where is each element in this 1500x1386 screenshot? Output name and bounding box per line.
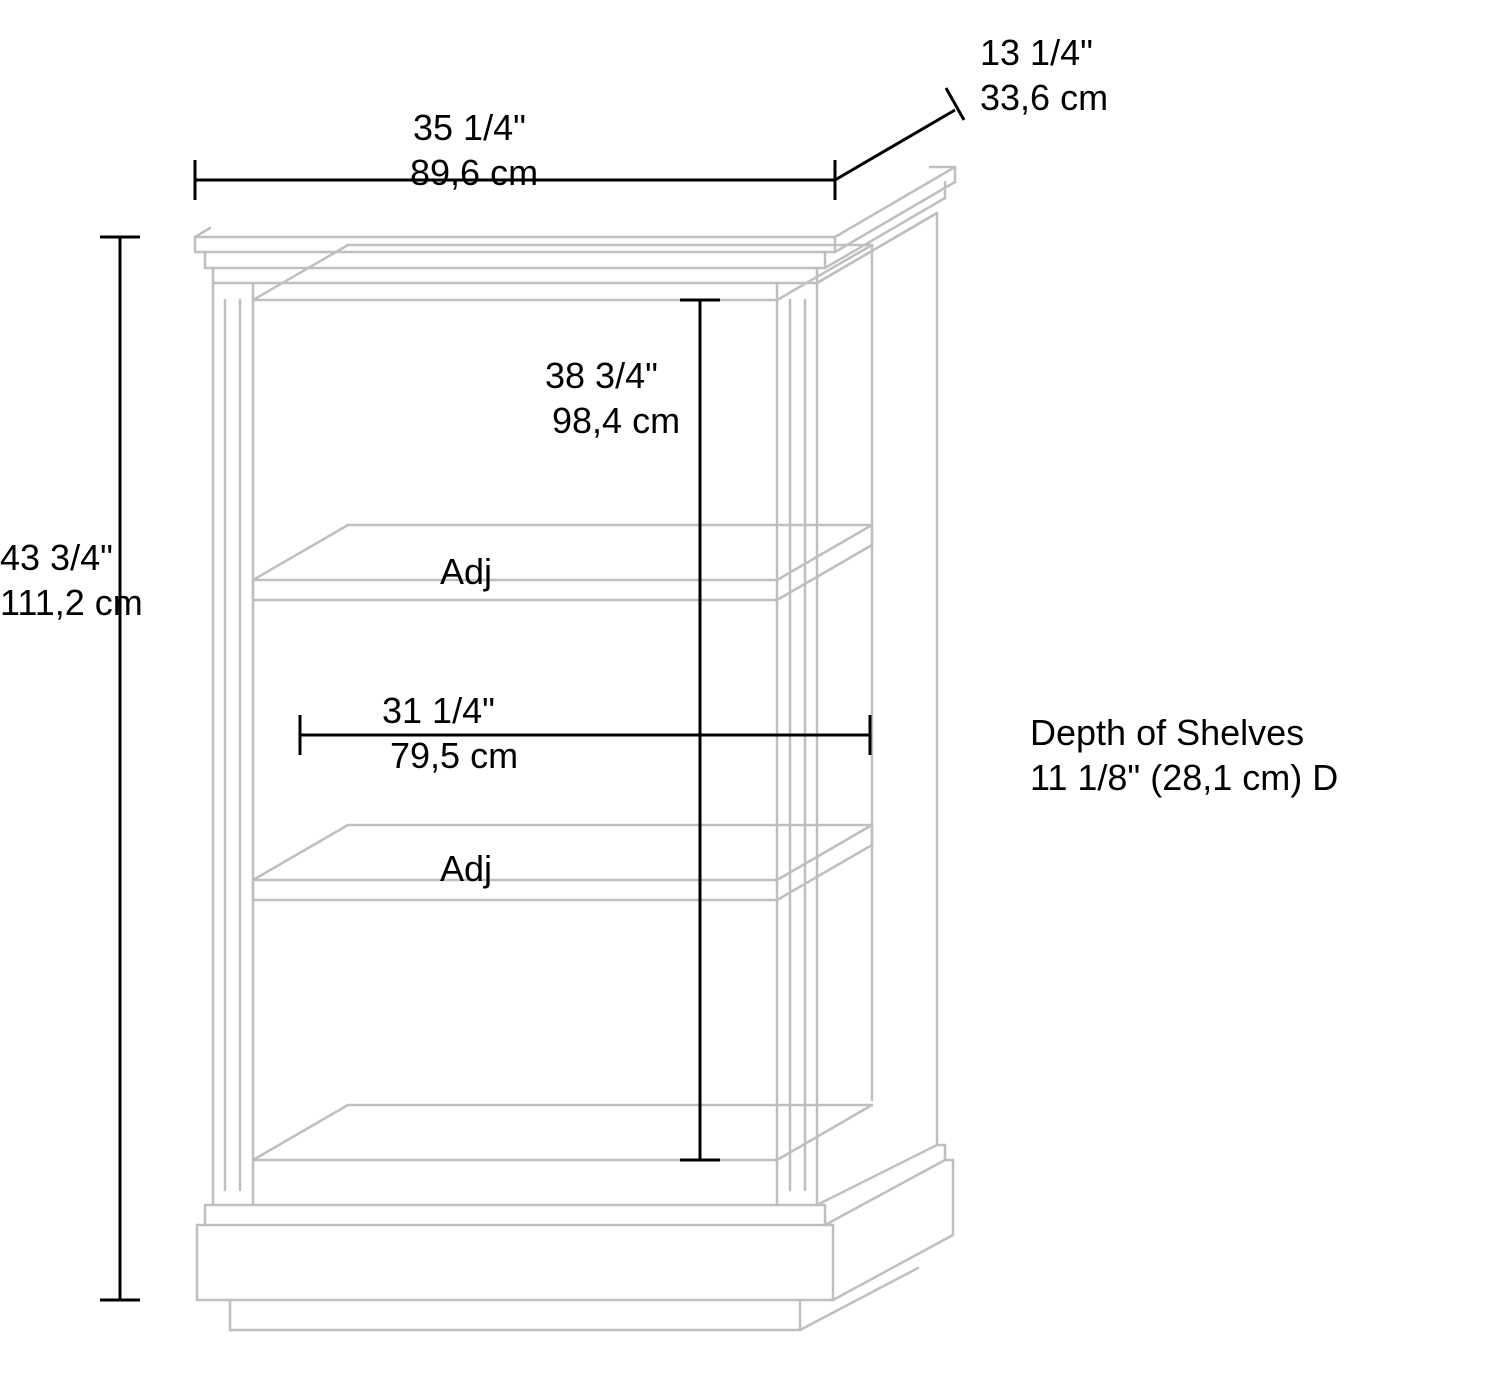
dim-height-metric: 111,2 cm (0, 580, 143, 625)
shelf-depth-value: 11 1/8" (28,1 cm) D (1030, 755, 1338, 800)
shelf-adj-2: Adj (440, 846, 492, 891)
dim-depth-metric: 33,6 cm (980, 75, 1108, 120)
dim-int-height-metric: 98,4 cm (552, 398, 680, 443)
diagram-stage: 13 1/4" 33,6 cm 35 1/4" 89,6 cm 43 3/4" … (0, 0, 1500, 1386)
dim-int-width-metric: 79,5 cm (390, 733, 518, 778)
dim-width-metric: 89,6 cm (410, 150, 538, 195)
shelf-adj-1: Adj (440, 549, 492, 594)
shelf-depth-label: Depth of Shelves (1030, 710, 1304, 755)
dim-int-height-imperial: 38 3/4" (545, 353, 658, 398)
dim-int-width-imperial: 31 1/4" (382, 688, 495, 733)
bookcase-drawing (0, 0, 1500, 1386)
dim-depth-imperial: 13 1/4" (980, 30, 1093, 75)
dim-height-imperial: 43 3/4" (0, 535, 113, 580)
dim-width-imperial: 35 1/4" (413, 105, 526, 150)
